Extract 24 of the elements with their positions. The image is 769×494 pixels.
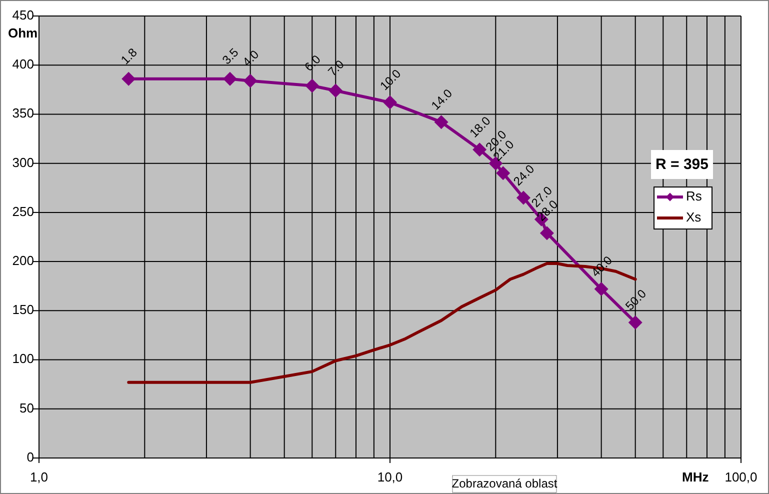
legend-label: Rs: [686, 188, 702, 204]
annotation: 7.0: [325, 56, 348, 79]
y-tick-label: 0: [26, 449, 34, 464]
text: Zobrazovaná oblast: [452, 476, 558, 491]
annotation: 3.5: [220, 45, 242, 68]
x-tick-label: 1,0: [30, 469, 48, 484]
y-tick-label: 350: [12, 106, 34, 121]
legend-label: Xs: [686, 209, 702, 224]
y-tick-label: 400: [12, 56, 34, 72]
y-tick-label: 50: [20, 400, 34, 416]
x-tick-label: 10,0: [377, 469, 403, 484]
y-tick-label: 450: [12, 7, 34, 22]
y-tick-label: 250: [12, 204, 34, 219]
y-tick-label: 200: [12, 252, 34, 268]
y-tick-label: 300: [12, 154, 34, 170]
y-axis-title: Ohm: [8, 25, 38, 40]
annotation: 4.0: [240, 47, 262, 70]
annotation: R = 395: [656, 156, 708, 173]
annotation: 1.8: [118, 45, 140, 68]
y-tick-label: 150: [12, 302, 34, 318]
x-tick-label: 100,0: [724, 469, 758, 484]
x-axis-title: MHz: [682, 469, 710, 484]
annotation: 50.0: [622, 286, 650, 314]
y-tick-label: 100: [12, 351, 34, 366]
